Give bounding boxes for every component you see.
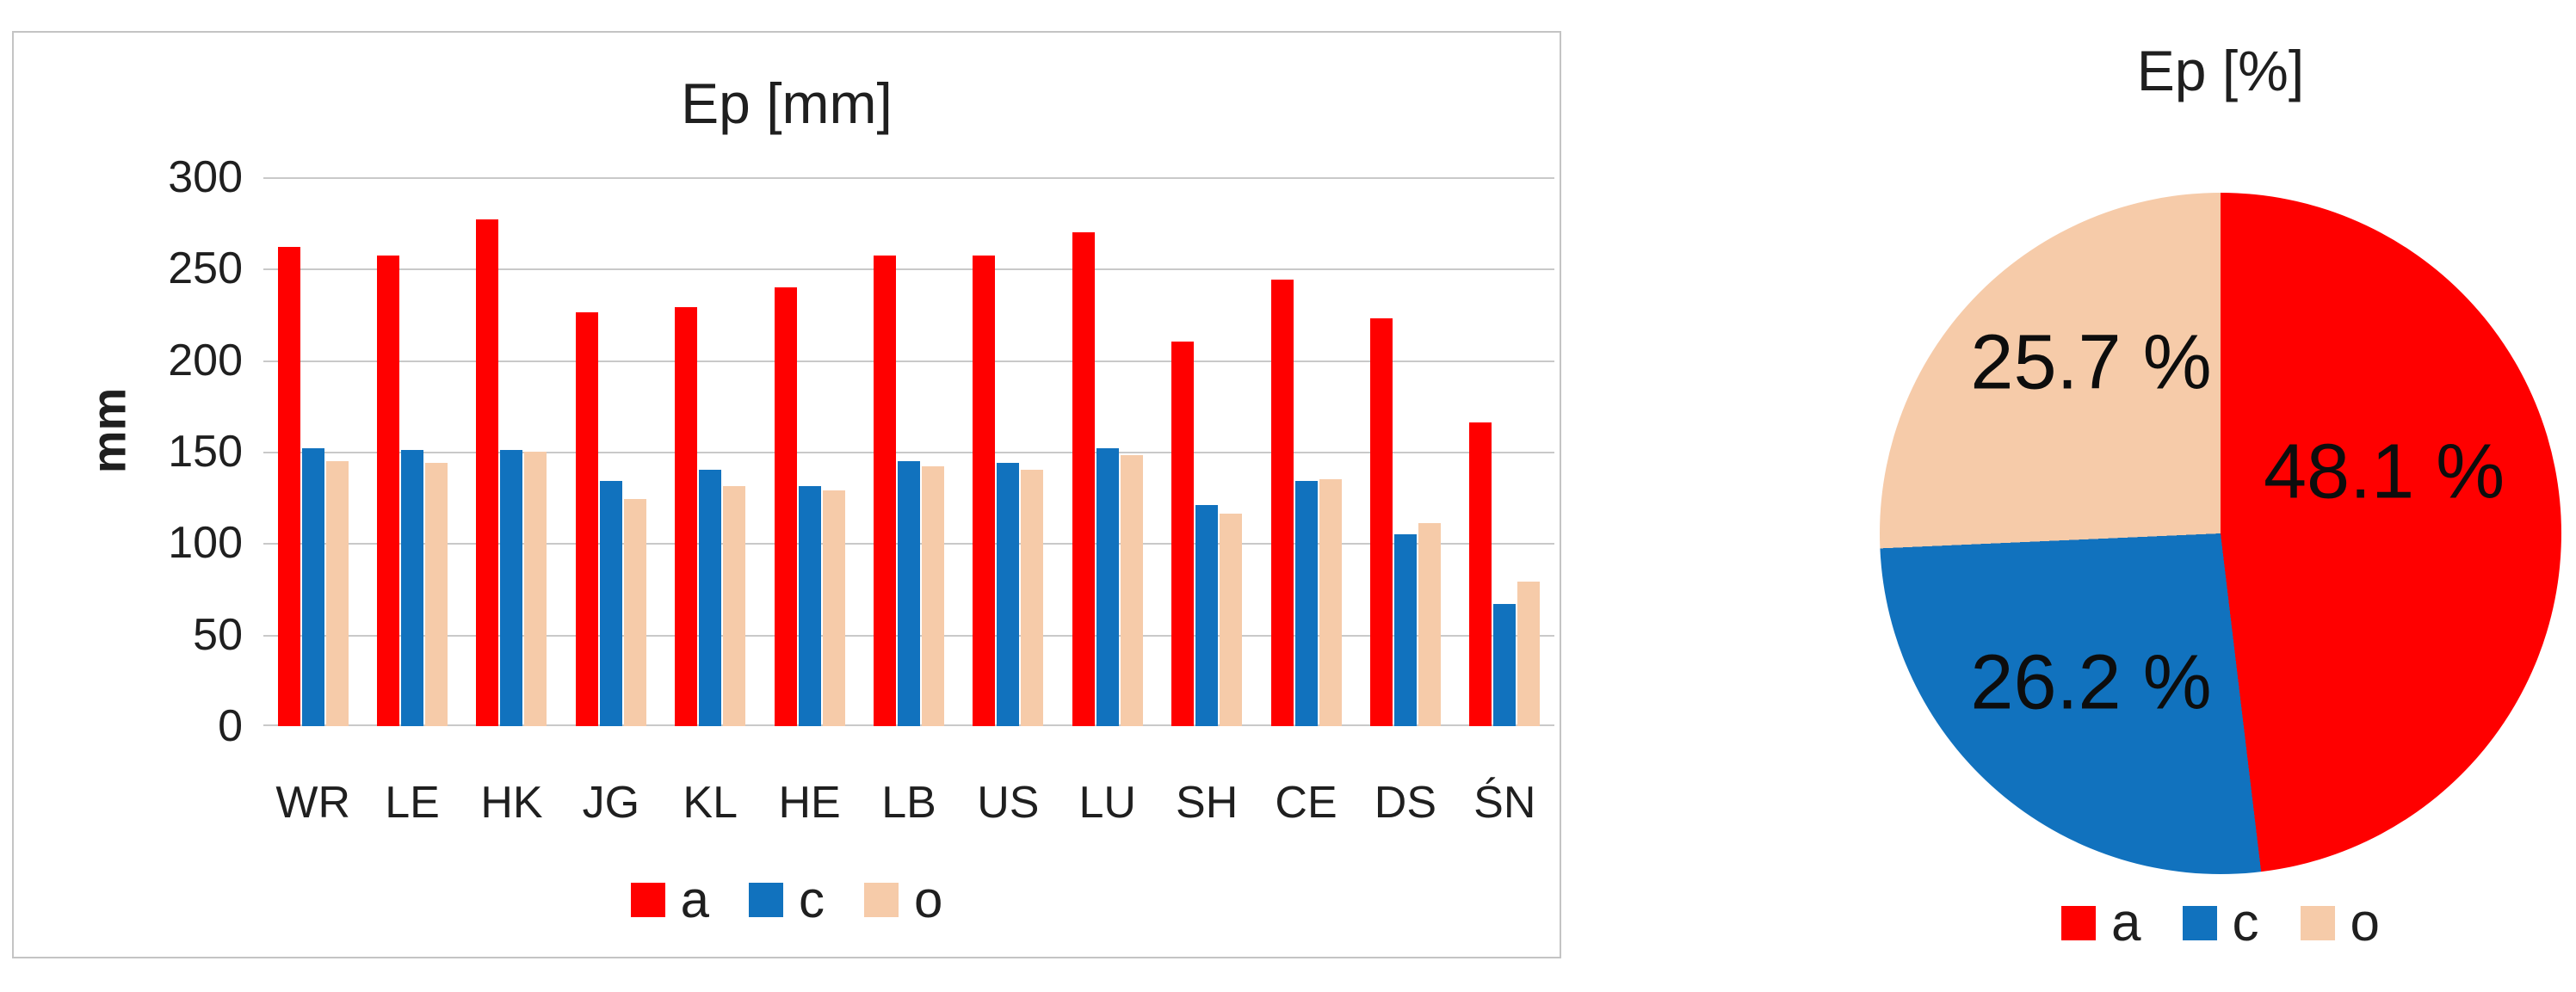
y-tick-label: 100 [168,518,243,569]
bar-o-LU [1120,455,1143,726]
bar-o-US [1021,470,1044,726]
legend-label: o [2350,893,2380,952]
bar-o-ŚN [1517,582,1541,726]
legend-swatch-c [749,883,783,917]
bar-o-SH [1220,514,1243,726]
pie-slice-label-c: 26.2 % [1970,639,2212,726]
x-tick-label: CE [1275,778,1337,828]
legend-swatch-a [2061,906,2097,940]
x-tick-label: SH [1176,778,1239,828]
bar-c-LB [898,460,920,726]
gridline [263,177,1554,179]
pie-graphic: 48.1 % 26.2 % 25.7 % [1880,193,2561,874]
bar-a-CE [1270,280,1294,726]
bar-o-LE [425,462,448,726]
legend-label: c [799,871,825,928]
legend-swatch-o [864,883,899,917]
x-tick-label: DS [1374,778,1437,828]
x-tick-label: ŚN [1473,778,1536,828]
bar-a-ŚN [1469,422,1492,726]
bar-o-WR [325,460,349,726]
bar-c-LE [401,449,424,726]
legend-label: a [680,871,709,928]
bar-c-LU [1096,447,1119,726]
legend-item-o: o [864,874,942,926]
gridline [263,268,1554,271]
y-tick-label: 0 [218,701,243,751]
y-tick-label: 50 [193,609,243,660]
gridline [263,452,1554,453]
bar-o-HE [822,490,845,726]
legend-swatch-c [2182,906,2217,940]
bar-a-LE [377,256,400,726]
y-tick-label: 200 [168,335,243,385]
bar-o-CE [1319,478,1342,726]
bar-c-JG [599,481,622,726]
legend-label: o [914,871,943,928]
bar-c-DS [1393,533,1417,726]
x-tick-label: LU [1078,778,1136,828]
legend-label: c [2232,893,2259,952]
x-tick-label: HK [480,778,543,828]
pie-slice-label-o: 25.7 % [1970,319,2212,406]
x-tick-label: KL [683,778,738,828]
legend-item-c: c [749,874,825,926]
legend-item-a: a [630,871,709,928]
y-tick-label: 150 [168,427,243,477]
bar-a-SH [1171,342,1195,726]
bar-a-DS [1369,317,1393,726]
legend-item-c: c [2182,893,2259,952]
x-tick-label: HE [778,778,841,828]
bar-o-HK [524,452,547,726]
bar-c-US [997,462,1020,726]
bar-o-KL [723,486,746,726]
bar-a-WR [277,246,300,726]
y-tick-label: 300 [168,152,243,202]
bar-c-CE [1294,481,1318,726]
gridline [263,360,1554,362]
bar-a-KL [675,307,698,726]
pie-slice-label-a: 48.1 % [2263,428,2505,515]
bar-c-KL [699,470,722,726]
legend-item-a: a [2061,893,2141,952]
bar-o-DS [1418,522,1441,726]
y-tick-label: 250 [168,243,243,294]
legend-swatch-a [630,883,665,917]
legend-swatch-o [2300,906,2335,940]
x-tick-label: JG [582,778,640,828]
bar-c-ŚN [1493,603,1517,726]
bar-c-SH [1195,504,1219,726]
bar-c-HK [500,449,523,726]
legend-item-o: o [2300,893,2380,952]
bar-a-HE [774,287,797,726]
bar-a-LB [874,256,896,726]
bar-c-WR [301,447,324,726]
bar-o-LB [922,466,944,726]
bar-o-JG [623,499,646,726]
bar-chart-title: Ep [mm] [681,71,893,135]
pie-chart-title: Ep [%] [2136,39,2305,102]
legend-label: a [2111,893,2141,952]
x-tick-label: US [977,778,1040,828]
bar-plot-area [263,177,1554,726]
bar-a-US [973,256,996,726]
bar-c-HE [798,486,821,726]
x-tick-label: LE [385,778,440,828]
bar-a-LU [1072,231,1095,726]
x-tick-label: LB [881,778,936,828]
x-tick-label: WR [275,778,350,828]
bar-chart-panel: Ep [mm] mm 0 50 100 150 200 250 300 WR LE HK JG KL… [12,31,1561,958]
bar-a-JG [575,312,598,726]
bar-a-HK [476,219,499,726]
